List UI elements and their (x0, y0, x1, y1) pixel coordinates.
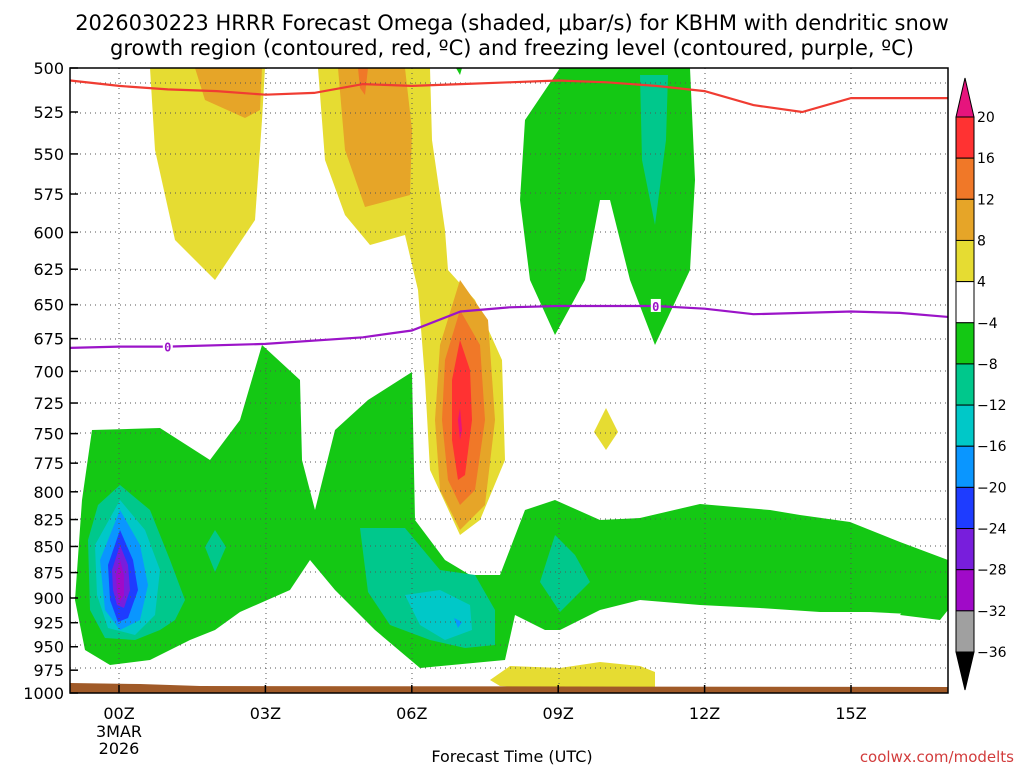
x-tick-label: 06Z (396, 704, 427, 723)
y-tick-label: 700 (33, 362, 64, 381)
x-tick-label: 12Z (689, 704, 720, 723)
y-tick-label: 800 (33, 483, 64, 502)
omega-area (75, 345, 948, 668)
colorbar-label: 12 (977, 192, 995, 208)
omega-area (454, 618, 462, 628)
colorbar-swatch (955, 610, 975, 653)
y-tick-label: 950 (33, 638, 64, 657)
y-tick-label: 775 (33, 454, 64, 473)
y-tick-label: 975 (33, 661, 64, 680)
colorbar-label: 20 (977, 110, 995, 126)
y-tick-label: 825 (33, 511, 64, 530)
y-tick-label: 500 (33, 59, 64, 78)
colorbar-label: −4 (977, 316, 998, 332)
y-tick-label: 550 (33, 145, 64, 164)
chart-title-line1: 2026030223 HRRR Forecast Omega (shaded, … (75, 11, 949, 35)
x-tick-label: 00Z (103, 704, 134, 723)
omega-area (452, 340, 472, 480)
colorbar-swatch (955, 239, 975, 283)
colorbar-swatch (955, 281, 975, 324)
colorbar: 20 16 12 8 4 −4 −8 −12 −16 −20 −24 −28 −32 −36 (955, 77, 1007, 691)
omega-area (900, 550, 948, 620)
y-tick-label: 900 (33, 589, 64, 608)
y-tick-label: 925 (33, 614, 64, 633)
colorbar-swatch (955, 363, 975, 406)
x-tick-label: 03Z (250, 704, 281, 723)
colorbar-swatch (955, 569, 975, 612)
y-tick-label: 750 (33, 425, 64, 444)
x-tick-label: 09Z (543, 704, 574, 723)
colorbar-label: 4 (977, 275, 986, 291)
contour-lines: 00 (70, 79, 948, 355)
contour-label-bg (162, 339, 173, 353)
colorbar-top-arrow (955, 77, 975, 118)
date-label-line1: 3MAR (96, 722, 142, 741)
contour-label: 0 (164, 341, 171, 355)
omega-area (338, 68, 412, 207)
omega-area (594, 408, 618, 450)
omega-area (405, 590, 472, 640)
x-axis-title: Forecast Time (UTC) (431, 747, 592, 766)
plot-frame (69, 67, 949, 694)
omega-area (456, 68, 462, 75)
y-tick-label: 650 (33, 296, 64, 315)
omega-area (540, 535, 590, 612)
omega-area (150, 68, 265, 280)
y-tick-label: 875 (33, 564, 64, 583)
y-tick-label: 600 (33, 223, 64, 242)
colorbar-label: −16 (977, 439, 1007, 455)
contour-label-bg (650, 298, 661, 312)
colorbar-label: −32 (977, 604, 1007, 620)
x-tick-label: 15Z (835, 704, 866, 723)
colorbar-label: −20 (977, 480, 1007, 496)
freezing-level-line (70, 304, 948, 349)
ground-shading (70, 683, 948, 693)
colorbar-swatch (955, 445, 975, 488)
colorbar-label: 8 (977, 233, 986, 249)
y-tick-label: 850 (33, 537, 64, 556)
y-axis: 500 525 550 575 600 625 650 675 700 725 750 775 800 8… (23, 59, 78, 703)
date-label-line2: 2026 (99, 739, 140, 758)
colorbar-swatch (955, 322, 975, 365)
y-tick-label: 575 (33, 185, 64, 204)
omega-area (116, 560, 124, 602)
contour-label: 0 (652, 300, 659, 314)
colorbar-swatch (955, 528, 975, 571)
colorbar-label: −36 (977, 645, 1007, 661)
omega-shading (70, 68, 948, 693)
omega-area (358, 68, 368, 95)
colorbar-label: −24 (977, 522, 1007, 538)
y-tick-label: 725 (33, 394, 64, 413)
colorbar-swatch (955, 157, 975, 200)
y-tick-label: 675 (33, 330, 64, 349)
omega-area (205, 530, 226, 572)
colorbar-label: −12 (977, 398, 1007, 414)
y-tick-label: 525 (33, 103, 64, 122)
colorbar-swatch (955, 116, 975, 159)
credit-text: coolwx.com/modelts (860, 748, 1014, 766)
colorbar-label: −28 (977, 563, 1007, 579)
omega-area (458, 408, 462, 440)
colorbar-label: −8 (977, 357, 998, 373)
y-tick-label: 625 (33, 260, 64, 279)
omega-area (490, 662, 655, 690)
colorbar-swatch (955, 404, 975, 447)
colorbar-bottom-arrow (955, 651, 975, 691)
colorbar-swatch (955, 198, 975, 241)
colorbar-label: 16 (977, 151, 995, 167)
chart-title-line2: growth region (contoured, red, ºC) and f… (110, 36, 914, 60)
colorbar-swatch (955, 486, 975, 530)
y-tick-label: 1000 (23, 684, 64, 703)
x-axis: 00Z 03Z 06Z 09Z 12Z 15Z (103, 685, 867, 723)
dendritic-growth-line (70, 79, 948, 114)
x-gridlines (118, 68, 852, 693)
